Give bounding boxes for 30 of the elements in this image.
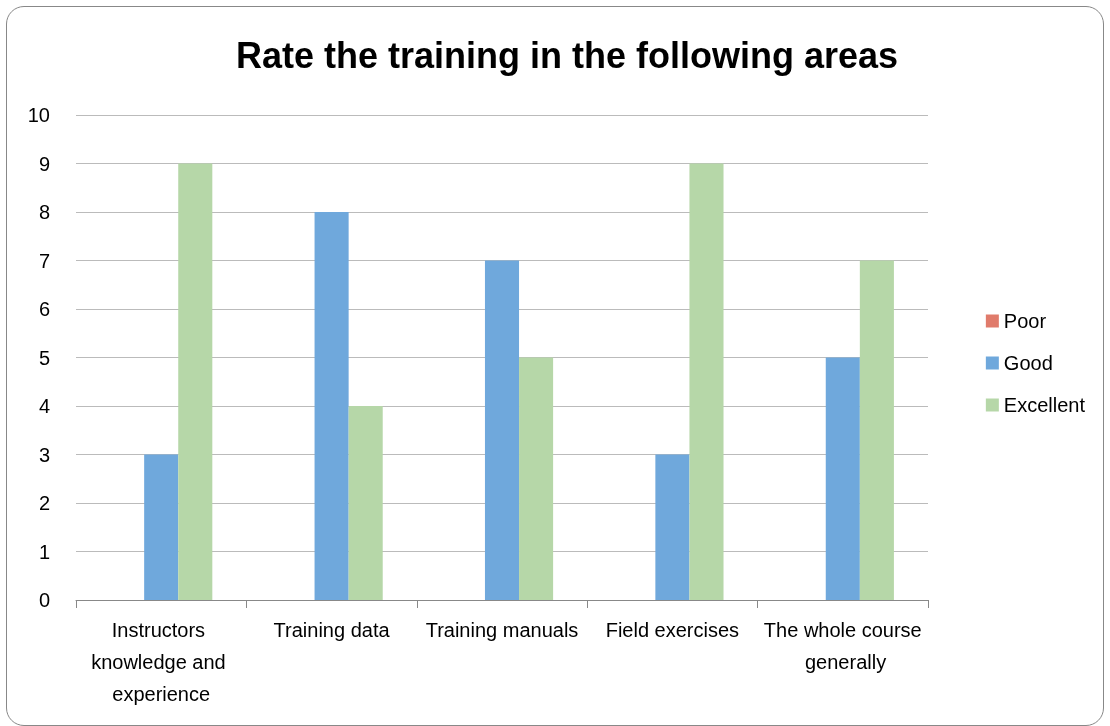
y-tick-label: 6 [38, 298, 50, 320]
bar [519, 357, 554, 600]
bar [825, 357, 860, 600]
y-tick-label: 9 [38, 152, 50, 175]
bar [144, 454, 179, 600]
legend-label: Good [1003, 352, 1053, 374]
legend-label: Poor [1003, 310, 1047, 332]
y-tick-label: 8 [38, 201, 50, 223]
bar [655, 454, 690, 600]
bar [859, 260, 894, 600]
bar [348, 406, 383, 600]
y-tick-label: 4 [38, 395, 50, 417]
y-tick-label: 1 [38, 540, 50, 563]
bar [484, 260, 520, 600]
y-tick-label: 7 [38, 249, 50, 272]
bar [314, 212, 349, 600]
bar [689, 163, 724, 600]
y-tick-label: 3 [38, 443, 50, 466]
y-tick-label: 0 [38, 589, 50, 611]
chart-title: Rate the training in the following areas [235, 34, 899, 76]
x-tick-label: The whole course generally [763, 619, 922, 673]
y-tick-label: 5 [38, 346, 50, 369]
x-tick-label: Field exercises [605, 619, 740, 641]
legend-label: Excellent [1003, 394, 1086, 416]
x-tick-label: Training manuals [425, 619, 579, 641]
y-tick-label: 2 [38, 492, 50, 514]
bar [178, 163, 213, 600]
y-tick-label: 10 [27, 104, 50, 126]
x-tick-label: Instructors knowledge and experience [91, 619, 232, 705]
x-tick-label: Training data [273, 619, 391, 641]
